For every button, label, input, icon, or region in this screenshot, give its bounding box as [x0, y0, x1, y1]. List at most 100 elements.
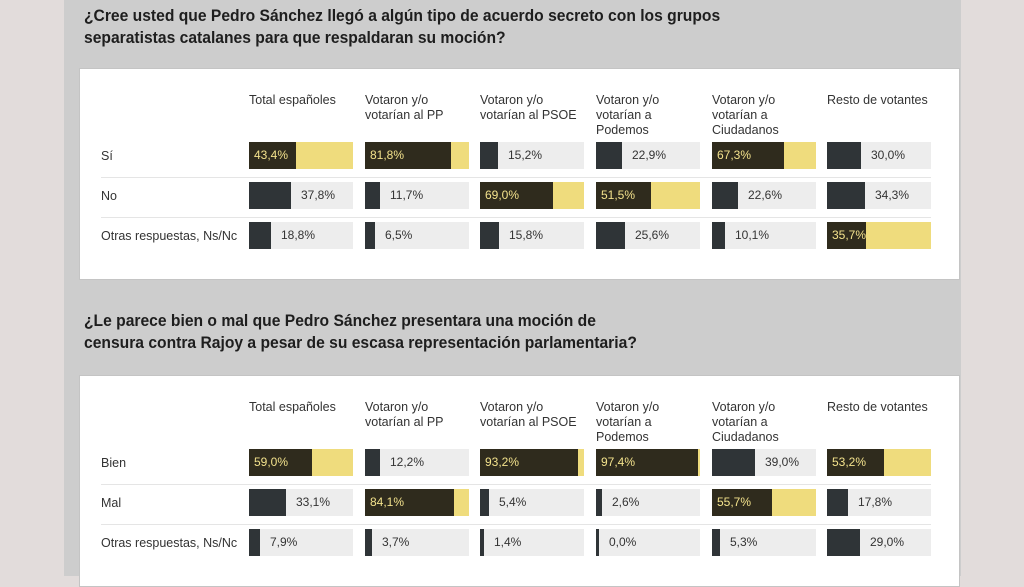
bar	[480, 222, 499, 249]
column-header-line: Ciudadanos	[712, 123, 779, 137]
bar-cell: 67,3%	[712, 142, 816, 169]
bar	[365, 489, 454, 516]
row-label: Sí	[101, 149, 113, 163]
question-1-title-line-2: separatistas catalanes para que respalda…	[84, 28, 506, 47]
bar-cell: 33,1%	[249, 489, 353, 516]
data-label: 59,0%	[254, 455, 289, 469]
bar	[596, 529, 599, 556]
bar-cell: 84,1%	[365, 489, 469, 516]
bar	[712, 142, 784, 169]
bar-cell: 39,0%	[712, 449, 816, 476]
column-header-line: Votaron y/o	[596, 93, 660, 107]
bar-cell: 53,2%	[827, 449, 931, 476]
bar	[249, 142, 296, 169]
data-label: 22,6%	[748, 188, 783, 202]
column-header-line: votarían al PP	[365, 415, 444, 429]
column-header-line: Resto de votantes	[827, 400, 928, 414]
column-header: Total españoles	[249, 93, 361, 108]
bar	[827, 222, 866, 249]
bar	[827, 489, 848, 516]
bar-cell: 93,2%	[480, 449, 584, 476]
column-header-line: Resto de votantes	[827, 93, 928, 107]
bar	[365, 449, 380, 476]
data-label: 22,9%	[632, 148, 667, 162]
column-header-line: Ciudadanos	[712, 430, 779, 444]
column-header-line: Votaron y/o	[480, 93, 544, 107]
bar-cell: 12,2%	[365, 449, 469, 476]
data-label: 33,1%	[296, 495, 331, 509]
column-header: Votaron y/o votarían a Podemos	[596, 93, 708, 138]
data-label: 69,0%	[485, 188, 520, 202]
data-label: 0,0%	[609, 535, 637, 549]
question-2-title-line-1: ¿Le parece bien o mal que Pedro Sánchez …	[84, 311, 596, 330]
question-1-title: ¿Cree usted que Pedro Sánchez llegó a al…	[84, 5, 728, 49]
data-label: 25,6%	[635, 228, 670, 242]
row-separator	[101, 524, 931, 525]
bar	[712, 489, 772, 516]
bar-cell: 51,5%	[596, 182, 700, 209]
data-label: 55,7%	[717, 495, 752, 509]
bar-cell: 5,4%	[480, 489, 584, 516]
column-header: Resto de votantes	[827, 400, 939, 415]
bar-cell: 7,9%	[249, 529, 353, 556]
bar-cell: 5,3%	[712, 529, 816, 556]
bar-cell: 6,5%	[365, 222, 469, 249]
bar-cell: 1,4%	[480, 529, 584, 556]
column-header-line: Podemos	[596, 123, 649, 137]
bar-cell: 59,0%	[249, 449, 353, 476]
data-label: 30,0%	[871, 148, 906, 162]
bar	[596, 182, 651, 209]
data-label: 67,3%	[717, 148, 752, 162]
bar-cell: 17,8%	[827, 489, 931, 516]
column-header-line: votarían a	[712, 108, 768, 122]
bar-cell: 15,2%	[480, 142, 584, 169]
data-label: 93,2%	[485, 455, 520, 469]
data-label: 53,2%	[832, 455, 867, 469]
question-1-table: Total españoles Votaron y/o votarían al PP…	[79, 68, 960, 280]
data-label: 51,5%	[601, 188, 636, 202]
bar	[827, 449, 884, 476]
bar-cell: 69,0%	[480, 182, 584, 209]
bar	[480, 182, 553, 209]
row-separator	[101, 177, 931, 178]
bar	[480, 489, 489, 516]
data-label: 1,4%	[494, 535, 522, 549]
column-header: Votaron y/o votarían al PSOE	[480, 93, 592, 123]
bar	[596, 142, 622, 169]
data-label: 18,8%	[281, 228, 316, 242]
column-header: Votaron y/o votarían al PSOE	[480, 400, 592, 430]
bar	[827, 529, 860, 556]
column-header-line: votarían al PSOE	[480, 108, 577, 122]
bar	[249, 489, 286, 516]
column-header: Votaron y/o votarían a Ciudadanos	[712, 93, 824, 138]
column-header: Resto de votantes	[827, 93, 939, 108]
column-header-line: Votaron y/o	[365, 400, 429, 414]
bar-cell: 30,0%	[827, 142, 931, 169]
bar-cell: 25,6%	[596, 222, 700, 249]
bar-cell: 37,8%	[249, 182, 353, 209]
question-2-title: ¿Le parece bien o mal que Pedro Sánchez …	[84, 310, 728, 354]
column-header: Votaron y/o votarían a Podemos	[596, 400, 708, 445]
data-label: 2,6%	[612, 495, 640, 509]
bar-cell: 43,4%	[249, 142, 353, 169]
data-label: 29,0%	[870, 535, 905, 549]
data-label: 43,4%	[254, 148, 289, 162]
data-label: 84,1%	[370, 495, 405, 509]
column-header-line: Total españoles	[249, 400, 336, 414]
column-header: Total españoles	[249, 400, 361, 415]
bar-cell: 10,1%	[712, 222, 816, 249]
bar	[596, 222, 625, 249]
bar	[249, 222, 271, 249]
bar-cell: 18,8%	[249, 222, 353, 249]
bar-cell: 81,8%	[365, 142, 469, 169]
data-label: 15,2%	[508, 148, 543, 162]
bar-cell: 97,4%	[596, 449, 700, 476]
data-label: 34,3%	[875, 188, 910, 202]
bar	[249, 182, 291, 209]
data-label: 10,1%	[735, 228, 770, 242]
bar	[365, 222, 375, 249]
bar	[712, 449, 755, 476]
column-header-line: votarían a	[596, 415, 652, 429]
column-header-line: Votaron y/o	[365, 93, 429, 107]
row-label: Bien	[101, 456, 127, 470]
